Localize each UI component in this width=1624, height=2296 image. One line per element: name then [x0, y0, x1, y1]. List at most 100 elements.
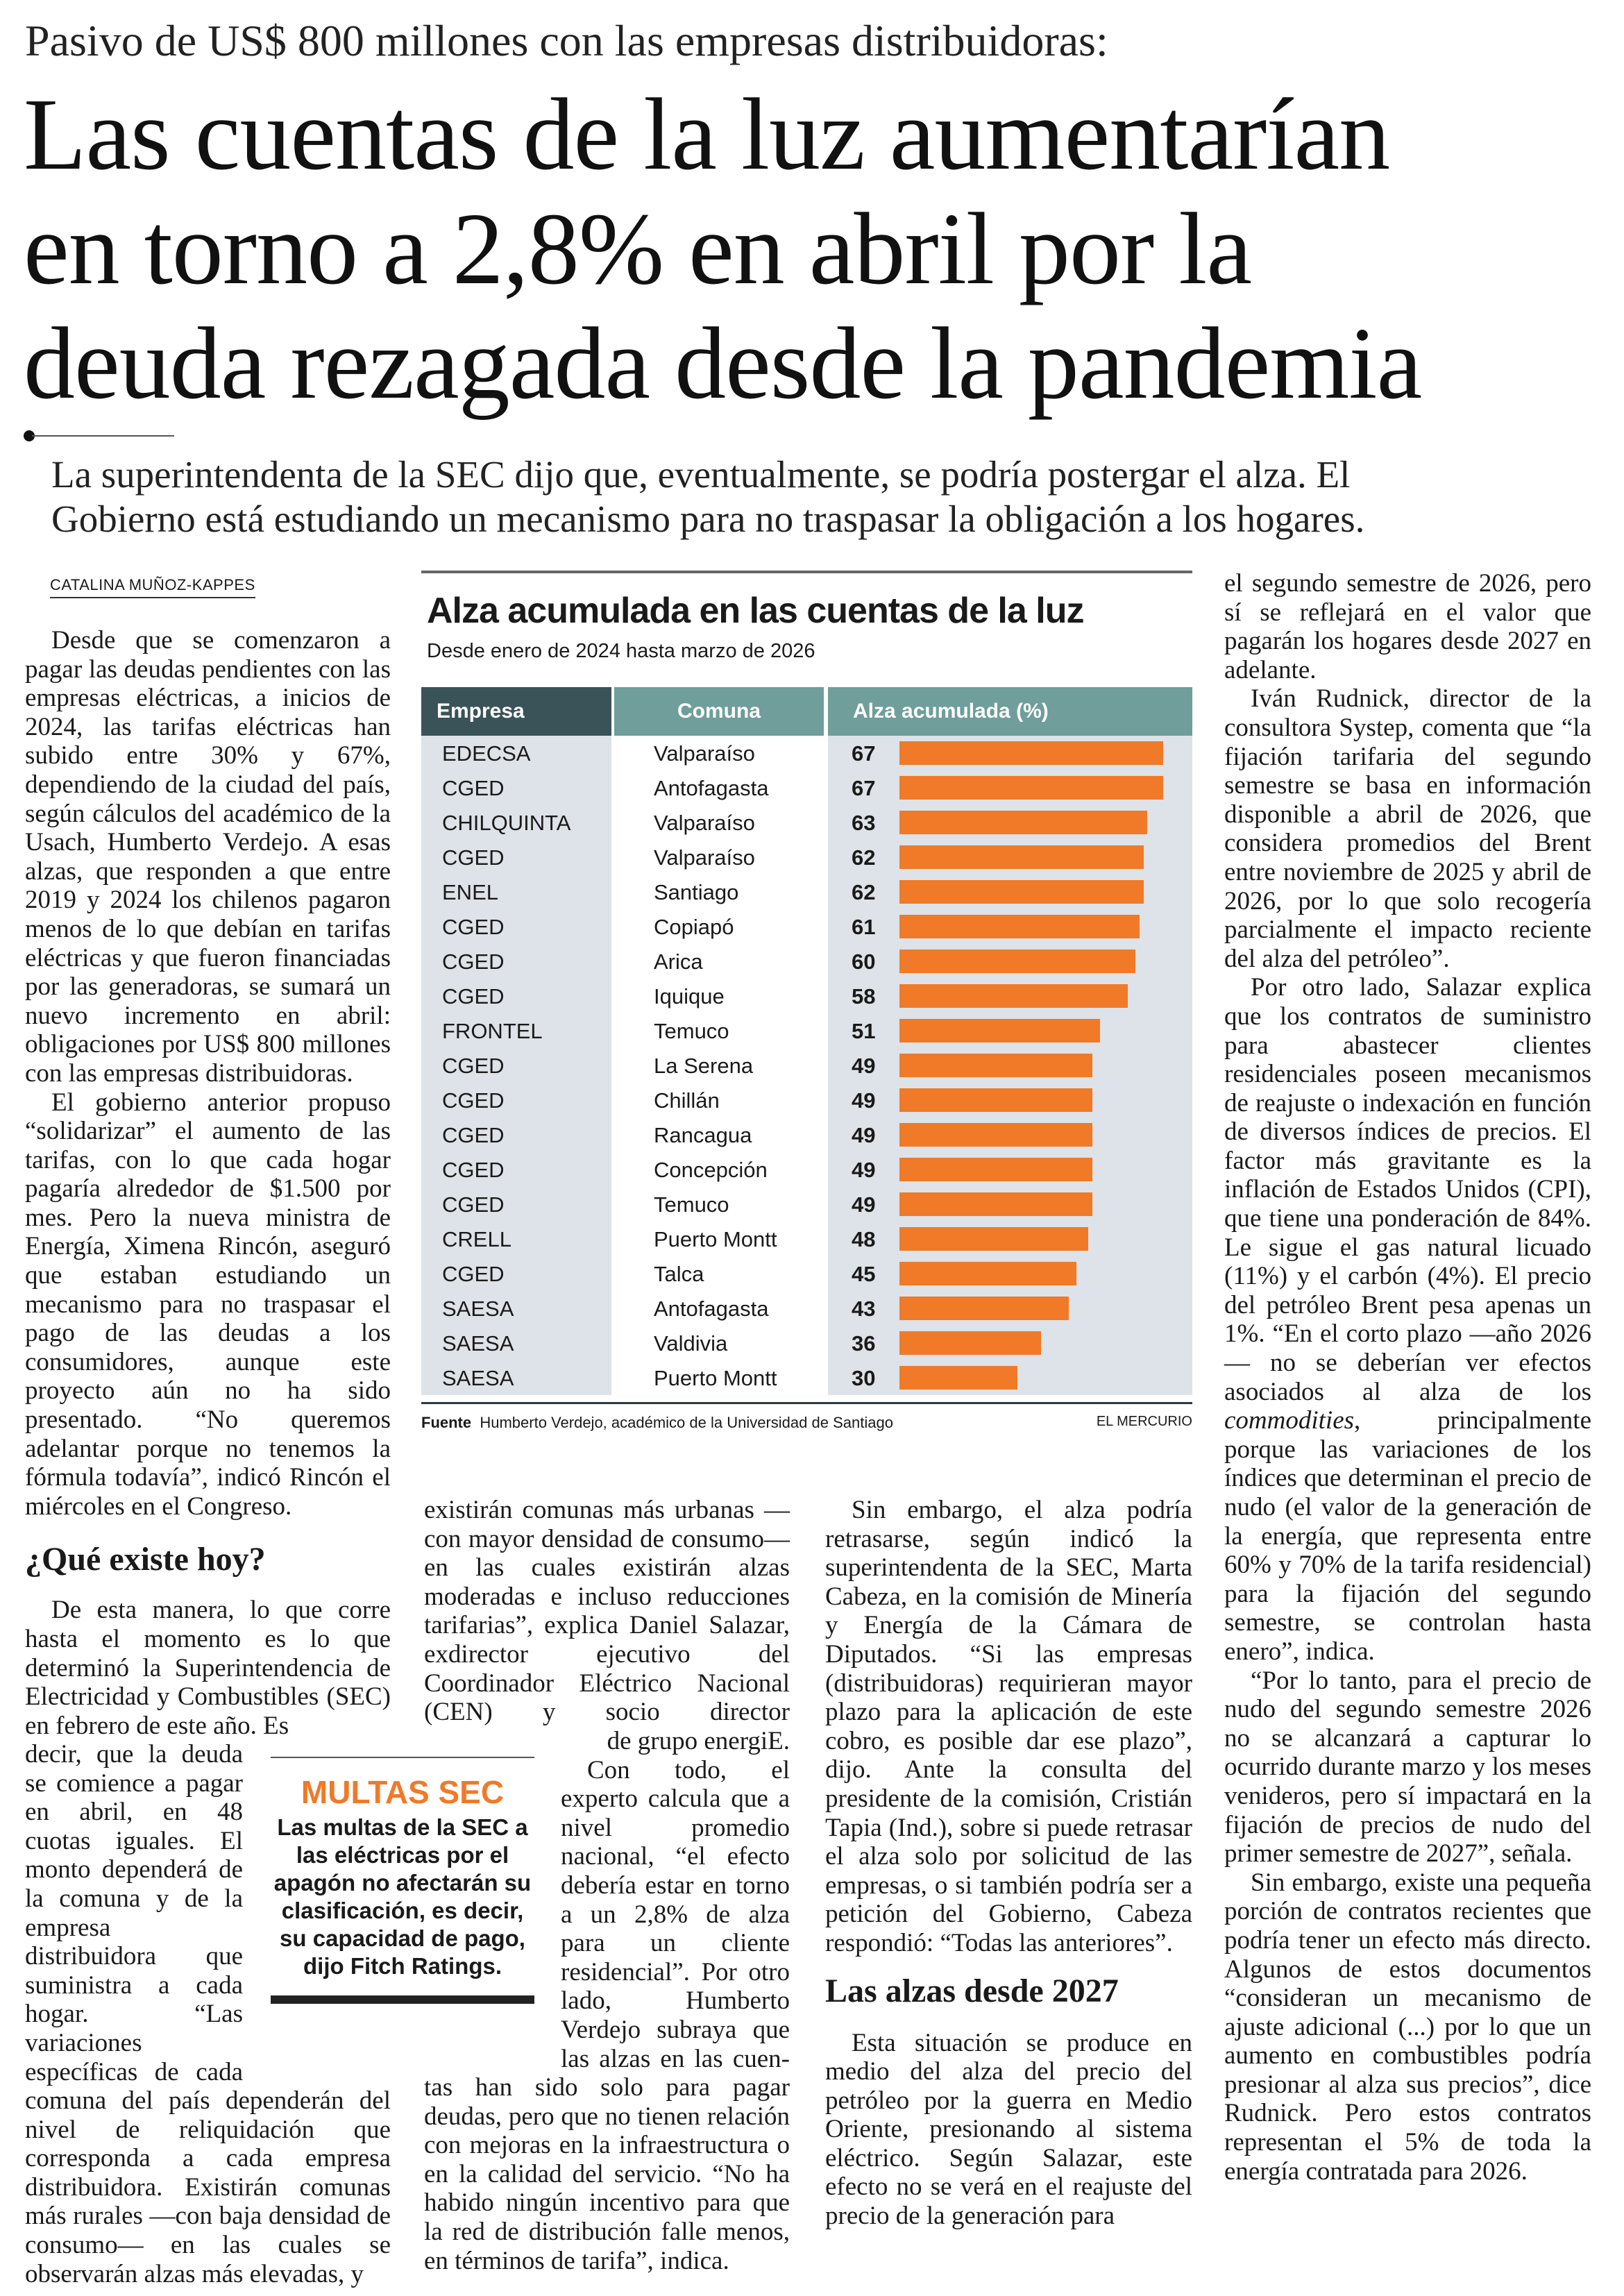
- cell-value: 43: [852, 1297, 876, 1321]
- cell-comuna: Valdivia: [654, 1331, 728, 1356]
- deck-line: Gobierno está estudiando un mecanismo pa…: [51, 498, 1365, 540]
- row-shade: [421, 770, 611, 805]
- cell-empresa: SAESA: [442, 1366, 514, 1390]
- source-label: Fuente: [421, 1414, 472, 1431]
- deck-line: La superintendenta de la SEC dijo que, e…: [51, 453, 1351, 496]
- cell-empresa: EDECSA: [442, 741, 531, 766]
- table-row: SAESA Puerto Montt 30: [421, 1360, 1192, 1395]
- cell-empresa: CGED: [442, 1192, 505, 1217]
- table-row: CGED Concepción 49: [421, 1152, 1192, 1187]
- cell-comuna: Antofagasta: [654, 776, 769, 800]
- table-row: CGED Arica 60: [421, 944, 1192, 979]
- cell-value: 51: [852, 1019, 876, 1043]
- row-shade: [421, 736, 611, 770]
- row-shade: [421, 909, 611, 944]
- bar: [899, 949, 1136, 973]
- table-row: CGED Chillán 49: [421, 1083, 1192, 1117]
- bar: [899, 1192, 1092, 1216]
- row-shade: [421, 1117, 611, 1152]
- paragraph: Desde que se comenzaron a pagar las deud…: [25, 626, 391, 1088]
- cell-comuna: Concepción: [654, 1158, 768, 1182]
- row-shade: [421, 1187, 611, 1222]
- bar: [899, 1158, 1092, 1181]
- row-shade: [421, 1326, 611, 1360]
- cell-comuna: Arica: [654, 949, 703, 974]
- table-row: SAESA Valdivia 36: [421, 1326, 1192, 1360]
- cell-value: 30: [852, 1366, 876, 1390]
- row-shade: [421, 875, 611, 909]
- row-shade: [421, 840, 611, 875]
- chart-brand: EL MERCURIO: [1096, 1414, 1192, 1429]
- cell-empresa: CGED: [442, 984, 505, 1008]
- chart-top-rule: [421, 571, 1192, 573]
- chart-source: Fuente Humberto Verdejo, académico de la…: [421, 1414, 893, 1432]
- bar: [899, 776, 1163, 800]
- bar: [899, 1019, 1101, 1043]
- table-row: ENEL Santiago 62: [421, 875, 1192, 909]
- divider: [32, 435, 174, 437]
- column-1-bottom: comuna del país dependerán del nivel de …: [25, 2086, 391, 2288]
- cell-empresa: CRELL: [442, 1227, 511, 1251]
- chart-rows: EDECSA Valparaíso 67 CGED Antofagasta 67 CHILQ…: [421, 736, 1192, 1395]
- chart-title: Alza acumulada en las cuentas de la luz: [427, 591, 1084, 631]
- column-header-empresa: Empresa: [421, 687, 611, 736]
- table-row: FRONTEL Temuco 51: [421, 1013, 1192, 1048]
- row-shade: [421, 805, 611, 840]
- row-shade: [421, 1360, 611, 1395]
- headline-line: Las cuentas de la luz aumentarían: [24, 78, 1390, 192]
- cell-comuna: Temuco: [654, 1192, 729, 1217]
- cell-value: 67: [852, 776, 876, 800]
- cell-empresa: CGED: [442, 776, 505, 800]
- subheading: ¿Qué existe hoy?: [25, 1541, 266, 1578]
- cell-comuna: Talca: [654, 1262, 704, 1286]
- bar: [899, 915, 1140, 938]
- bar: [899, 880, 1144, 904]
- cell-comuna: Valparaíso: [654, 811, 755, 835]
- cell-empresa: CHILQUINTA: [442, 811, 571, 835]
- row-shade: [421, 1013, 611, 1048]
- text-run: , principalmente porque las variaciones …: [1224, 1406, 1591, 1666]
- table-row: CGED Iquique 58: [421, 979, 1192, 1013]
- cell-comuna: Iquique: [654, 984, 725, 1008]
- headline-line: deuda rezagada desde la pandemia: [24, 307, 1422, 421]
- text-run-italic: commodities: [1224, 1406, 1355, 1435]
- cell-empresa: CGED: [442, 949, 505, 974]
- bar: [899, 1054, 1092, 1077]
- row-shade: [421, 1256, 611, 1291]
- source-text: Humberto Verdejo, académico de la Univer…: [480, 1414, 893, 1431]
- bar: [899, 1297, 1069, 1320]
- paragraph: decir, que la deuda se comience a pagar …: [25, 1740, 243, 2086]
- cell-comuna: La Serena: [654, 1054, 754, 1078]
- table-row: CGED Antofagasta 67: [421, 770, 1192, 805]
- cell-comuna: Valparaíso: [654, 845, 755, 870]
- paragraph: tas han sido solo para pagar deudas, per…: [424, 2073, 790, 2275]
- bar: [899, 741, 1163, 765]
- paragraph: De esta manera, lo que corre hasta el mo…: [25, 1596, 391, 1740]
- kicker: Pasivo de US$ 800 millones con las empre…: [25, 16, 1108, 65]
- cell-value: 61: [852, 915, 876, 939]
- chart-alza-acumulada: Alza acumulada en las cuentas de la luz …: [421, 571, 1192, 1449]
- table-row: CGED Copiapó 61: [421, 909, 1192, 944]
- sidebar-multas-sec: MULTAS SEC Las multas de la SEC a las el…: [271, 1757, 534, 2004]
- headline: Las cuentas de la luz aumentarían en tor…: [24, 78, 1422, 421]
- cell-empresa: SAESA: [442, 1331, 514, 1356]
- paragraph: Iván Rudnick, director de la consultora …: [1224, 684, 1591, 973]
- table-row: CRELL Puerto Montt 48: [421, 1222, 1192, 1256]
- sidebar-text: Las multas de la SEC a las eléctricas po…: [273, 1814, 532, 1979]
- cell-empresa: CGED: [442, 845, 505, 870]
- paragraph: existirán comunas más urbanas —con mayor…: [424, 1496, 790, 1727]
- table-row: CGED La Serena 49: [421, 1048, 1192, 1083]
- bar: [899, 845, 1144, 869]
- table-row: SAESA Antofagasta 43: [421, 1291, 1192, 1326]
- cell-empresa: CGED: [442, 1054, 505, 1078]
- cell-value: 49: [852, 1158, 876, 1182]
- cell-comuna: Valparaíso: [654, 741, 755, 766]
- bar: [899, 1366, 1018, 1390]
- paragraph: comuna del país dependerán del nivel de …: [25, 2086, 391, 2288]
- column-1-narrow: decir, que la deuda se comience a pagar …: [25, 1740, 243, 2086]
- subheading: Las alzas desde 2027: [825, 1972, 1119, 2009]
- row-shade: [421, 1048, 611, 1083]
- sidebar-bottom-rule: [271, 1995, 534, 2004]
- cell-value: 48: [852, 1227, 876, 1251]
- cell-empresa: ENEL: [442, 880, 498, 904]
